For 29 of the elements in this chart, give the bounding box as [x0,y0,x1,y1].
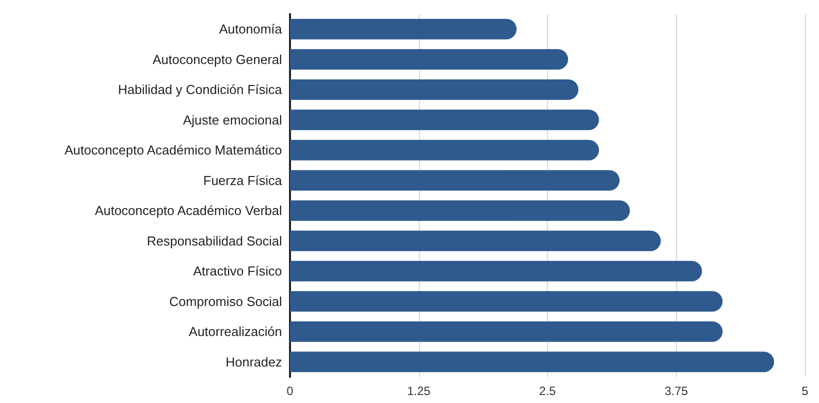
y-tick-label: Responsabilidad Social [146,233,282,248]
y-tick-label: Autoconcepto Académico Matemático [64,142,282,158]
y-tick-label: Habilidad y Condición Física [118,82,283,98]
y-tick-label: Autoconcepto General [152,52,282,67]
y-tick-label: Autoconcepto Académico Verbal [94,203,282,218]
bar [290,291,723,312]
x-tick-label: 2.5 [539,384,556,398]
y-tick-label: Autorrealización [188,324,282,340]
x-tick-label: 5 [802,384,809,398]
bar [290,79,578,100]
bar [290,170,620,191]
y-tick-label: Honradez [226,354,282,370]
bar [290,352,774,372]
bar [290,230,661,252]
y-tick-label: Autonomía [219,22,283,37]
x-tick-label: 3.75 [664,384,688,398]
bar [290,18,517,40]
y-tick-label: Atractivo Físico [193,264,282,279]
y-tick-label: Compromiso Social [169,294,282,309]
bar [290,110,599,130]
bar [290,321,723,342]
x-tick-label: 1.25 [407,384,431,398]
y-tick-label: Fuerza Física [203,172,283,188]
bar [290,49,568,70]
bar [290,260,702,282]
y-tick-label: Ajuste emocional [183,112,282,128]
x-tick-label: 0 [286,384,294,398]
bar [290,140,599,160]
bar [290,200,630,221]
